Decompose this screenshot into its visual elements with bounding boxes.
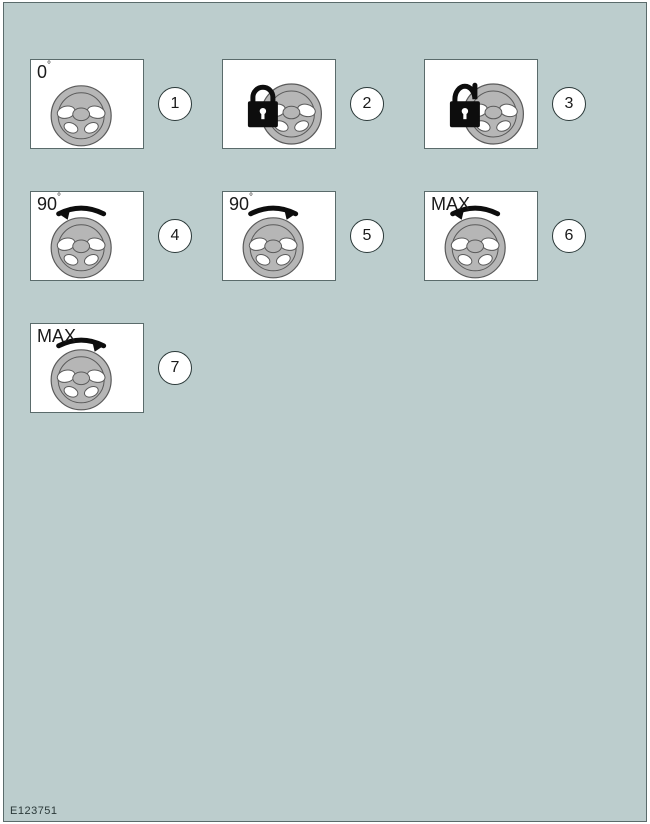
tile-7: MAX [30, 323, 144, 413]
tile-1: 0° [30, 59, 144, 149]
tile-6: MAX [424, 191, 538, 281]
badge-7: 7 [158, 351, 192, 385]
tile-label: MAX [431, 195, 470, 213]
item-1: 0° [30, 59, 144, 149]
badge-1: 1 [158, 87, 192, 121]
tile-label: 0° [37, 63, 51, 81]
item-5: 90° [222, 191, 336, 281]
badge-4: 4 [158, 219, 192, 253]
item-3 [424, 59, 538, 149]
diagram-panel: 0° 1 2 [3, 2, 647, 822]
item-6: MAX [424, 191, 538, 281]
badge-3: 3 [552, 87, 586, 121]
item-7: MAX [30, 323, 144, 413]
reference-code: E123751 [10, 805, 58, 817]
tile-2 [222, 59, 336, 149]
tile-label: 90° [37, 195, 61, 213]
tile-4: 90° [30, 191, 144, 281]
tile-3 [424, 59, 538, 149]
item-2 [222, 59, 336, 149]
badge-5: 5 [350, 219, 384, 253]
tile-5: 90° [222, 191, 336, 281]
tile-label: 90° [229, 195, 253, 213]
tile-label: MAX [37, 327, 76, 345]
steering-wheel-lock-icon [223, 60, 335, 148]
steering-wheel-lock-icon [425, 60, 537, 148]
item-4: 90° [30, 191, 144, 281]
badge-6: 6 [552, 219, 586, 253]
badge-2: 2 [350, 87, 384, 121]
